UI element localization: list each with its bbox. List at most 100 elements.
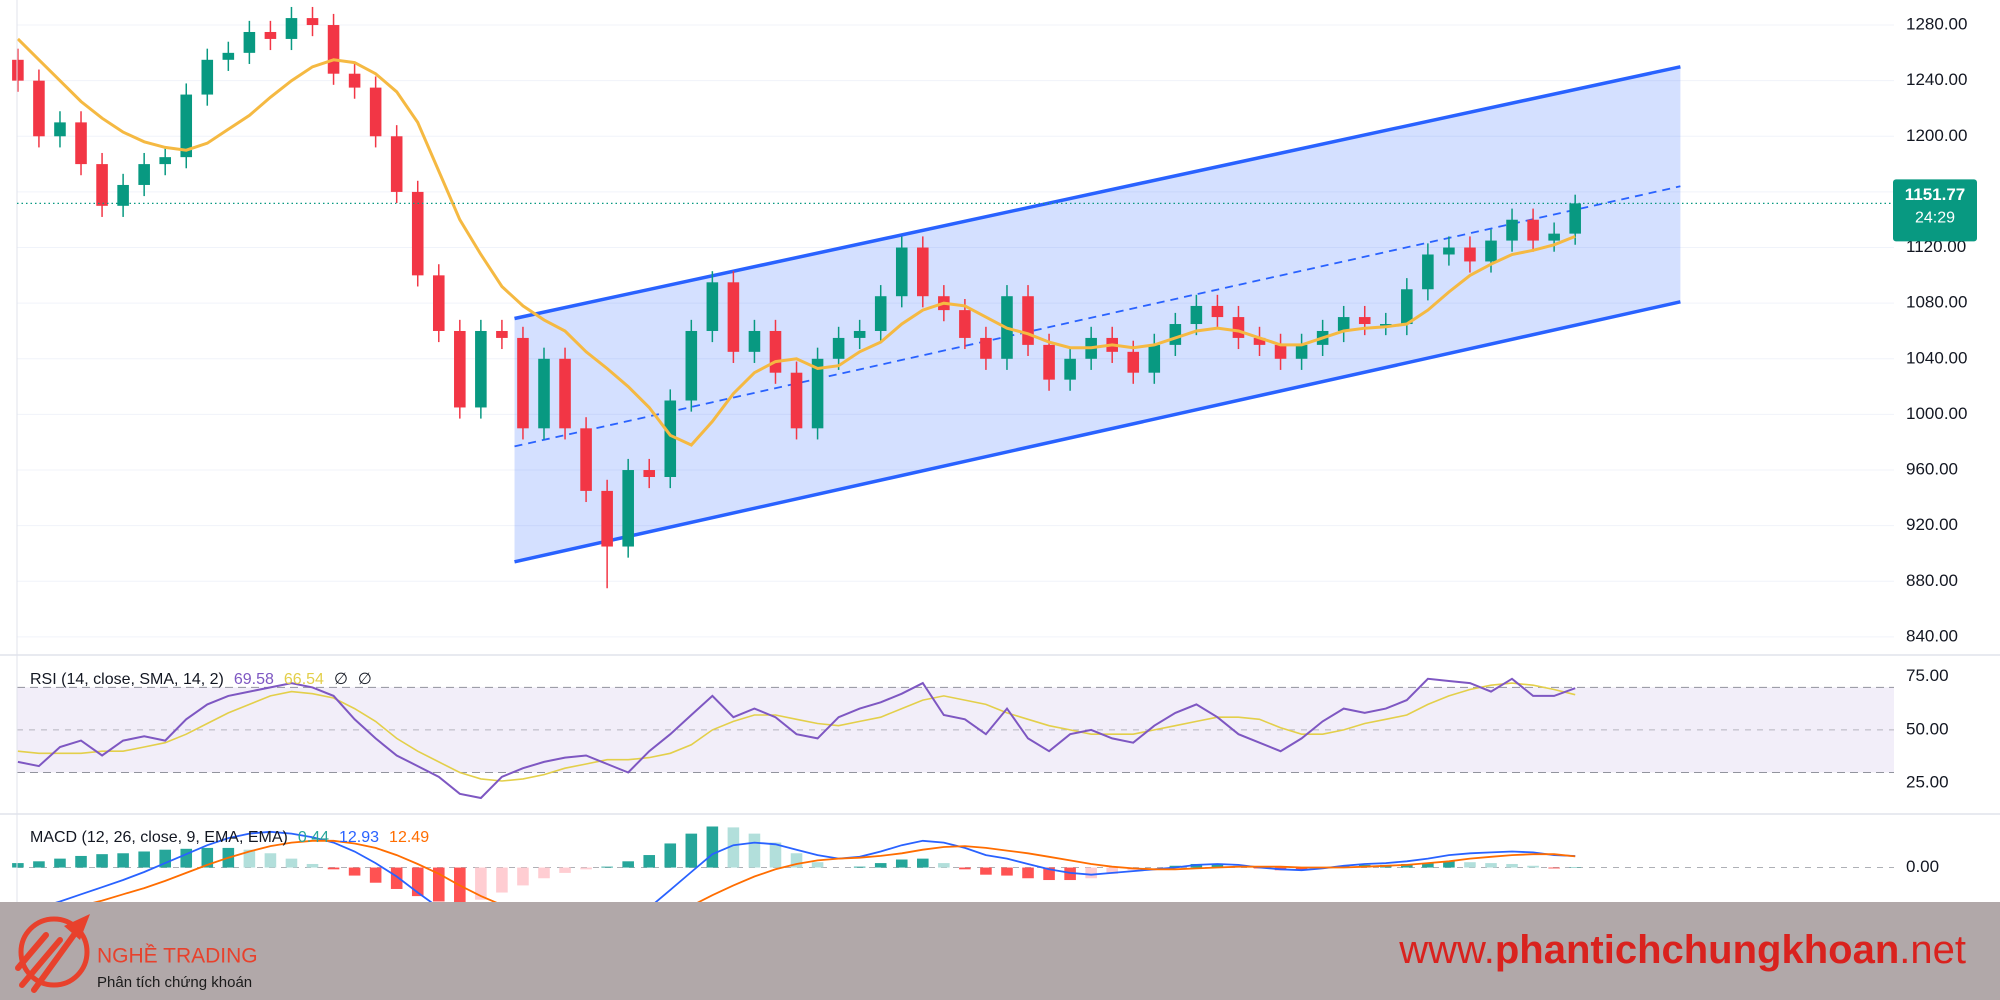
legend-value: 66.54 bbox=[284, 671, 324, 688]
logo-ring bbox=[18, 916, 90, 988]
candle-body bbox=[1527, 219, 1539, 241]
histogram-bar bbox=[917, 858, 929, 868]
y-tick-label: 0.00 bbox=[1906, 857, 1939, 876]
y-tick-label: 920.00 bbox=[1906, 515, 1958, 534]
histogram-bar bbox=[706, 826, 719, 868]
histogram-bar bbox=[496, 867, 508, 893]
histogram-bar bbox=[348, 867, 361, 876]
histogram-bar bbox=[664, 843, 677, 868]
candle-body bbox=[1443, 247, 1455, 255]
candle-body bbox=[411, 191, 424, 276]
y-tick-label: 880.00 bbox=[1906, 571, 1958, 590]
moving-average-line bbox=[16, 37, 1576, 447]
url-domain: phantichchungkhoan bbox=[1495, 928, 1899, 972]
candle-body bbox=[1548, 233, 1560, 241]
candle-body bbox=[853, 330, 866, 338]
candle-body bbox=[1379, 324, 1392, 326]
rsi-line bbox=[17, 677, 1576, 800]
y-tick-label: 75.00 bbox=[1906, 666, 1949, 685]
histogram-bar bbox=[622, 861, 634, 868]
macd-panel bbox=[12, 826, 1894, 902]
website-url: www.phantichchungkhoan.net bbox=[1398, 928, 1966, 972]
candle-body bbox=[1190, 305, 1203, 325]
url-prefix: www. bbox=[1398, 928, 1495, 972]
candle-body bbox=[75, 122, 87, 165]
candle-body bbox=[33, 80, 45, 137]
histogram-bar bbox=[33, 861, 45, 868]
histogram-bar bbox=[580, 867, 592, 870]
candle-body bbox=[643, 470, 656, 477]
candle-body bbox=[580, 428, 592, 491]
last-price-tag bbox=[1893, 179, 1977, 242]
histogram-bar bbox=[853, 866, 866, 868]
candle-body bbox=[1569, 203, 1581, 234]
histogram-bar bbox=[411, 867, 424, 897]
candle-body bbox=[1274, 344, 1287, 359]
histogram-bar bbox=[769, 842, 782, 868]
histogram-bar bbox=[938, 863, 950, 868]
histogram-bar bbox=[432, 867, 445, 902]
candle-body bbox=[390, 136, 403, 192]
histogram-bar bbox=[601, 866, 613, 868]
candle-body bbox=[96, 164, 108, 206]
rsi-panel bbox=[17, 677, 1894, 800]
candle-body bbox=[959, 310, 971, 338]
histogram-bar bbox=[559, 867, 571, 873]
histogram-bar bbox=[959, 867, 971, 870]
histogram-bar bbox=[811, 862, 824, 868]
y-tick-label: 50.00 bbox=[1906, 719, 1949, 738]
candle-body bbox=[538, 358, 550, 429]
logo-arrowhead bbox=[64, 914, 90, 940]
histogram-bar bbox=[643, 855, 656, 868]
candle-body bbox=[159, 157, 171, 165]
candle-body bbox=[832, 337, 845, 359]
histogram-bar bbox=[727, 827, 740, 868]
histogram-bar bbox=[138, 851, 150, 868]
histogram-bar bbox=[201, 847, 214, 868]
brand-tagline: Phân tích chứng khoán bbox=[97, 974, 252, 991]
candle-body bbox=[1232, 317, 1245, 338]
rsi-line bbox=[17, 682, 1576, 782]
legend-symbol: ∅ bbox=[334, 671, 348, 688]
legend-value: 0.44 bbox=[298, 829, 329, 846]
histogram-bar bbox=[327, 867, 340, 870]
histogram-bar bbox=[1548, 867, 1560, 869]
price-panel bbox=[12, 6, 1894, 638]
histogram-bar bbox=[1043, 867, 1055, 881]
histogram-bar bbox=[517, 867, 529, 886]
histogram-bar bbox=[1295, 867, 1308, 871]
histogram-bar bbox=[54, 858, 66, 868]
candle-body bbox=[1464, 247, 1476, 262]
candle-body bbox=[559, 358, 571, 429]
candle-body bbox=[790, 372, 803, 429]
histogram-bar bbox=[895, 859, 908, 868]
candle-body bbox=[748, 330, 761, 352]
candle-body bbox=[1211, 305, 1224, 318]
macd-line bbox=[92, 839, 1576, 902]
candle-body bbox=[1253, 337, 1266, 345]
candle-body bbox=[622, 470, 634, 547]
candle-body bbox=[1043, 344, 1055, 380]
candle-body bbox=[769, 330, 782, 373]
legend-value: 12.93 bbox=[339, 829, 379, 846]
candle-body bbox=[917, 247, 929, 297]
candle-body bbox=[1169, 324, 1182, 345]
legend-symbol: ∅ bbox=[358, 671, 372, 688]
histogram-bar bbox=[264, 853, 277, 868]
histogram-bar bbox=[1001, 867, 1013, 876]
legend-value: 12.49 bbox=[389, 829, 429, 846]
y-tick-label: 1040.00 bbox=[1906, 348, 1967, 367]
y-tick-label: 1000.00 bbox=[1906, 404, 1967, 423]
chart-background bbox=[0, 0, 2000, 902]
candle-body bbox=[1148, 344, 1161, 373]
candle-body bbox=[895, 247, 908, 297]
bar-countdown: 24:29 bbox=[1915, 210, 1955, 227]
candle-body bbox=[117, 184, 129, 206]
candle-body bbox=[1127, 351, 1140, 373]
url-suffix: .net bbox=[1899, 928, 1966, 972]
histogram-bar bbox=[12, 863, 24, 868]
histogram-bar bbox=[1485, 863, 1497, 868]
candle-body bbox=[1401, 289, 1413, 325]
histogram-bar bbox=[306, 863, 319, 868]
candle-body bbox=[601, 490, 613, 547]
